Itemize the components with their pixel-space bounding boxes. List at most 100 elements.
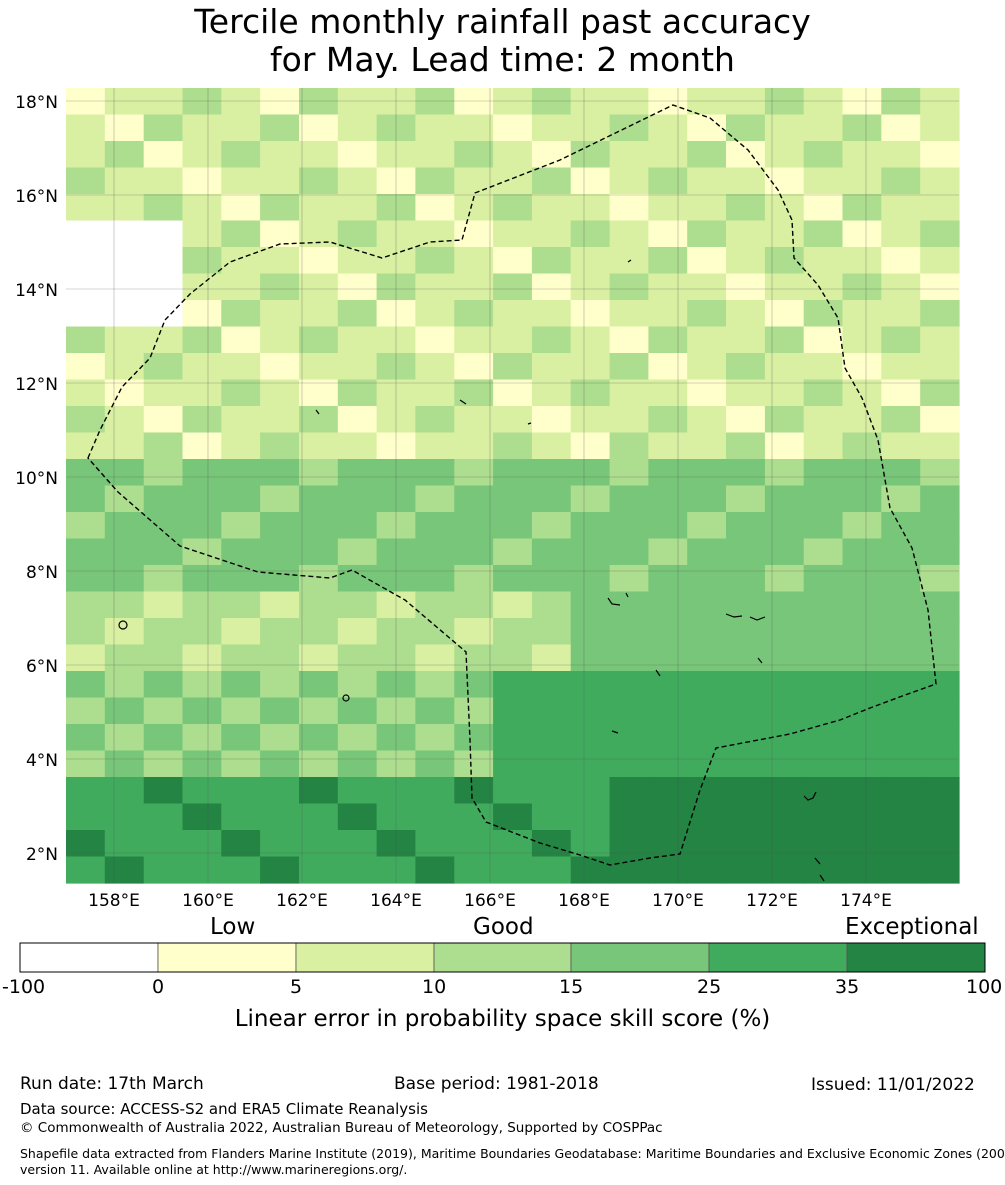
grid-cell — [648, 724, 688, 752]
grid-cell — [531, 432, 572, 460]
grid-cell — [648, 194, 688, 222]
grid-cell — [570, 247, 611, 275]
grid-cell — [260, 591, 300, 619]
grid-cell — [337, 777, 378, 805]
grid-cell — [260, 856, 300, 884]
grid-cell — [687, 432, 727, 460]
grid-cell — [493, 591, 533, 619]
grid-cell — [648, 856, 688, 884]
grid-cell — [764, 485, 805, 513]
grid-cell — [842, 220, 882, 248]
lat-label: 16°N — [15, 187, 58, 207]
grid-cell — [764, 830, 805, 858]
colorbar-tick: 35 — [835, 976, 860, 998]
grid-cell — [881, 591, 921, 619]
grid-cell — [454, 697, 494, 725]
grid-cell — [764, 432, 805, 460]
grid-cell — [454, 750, 494, 778]
grid-cell — [182, 167, 222, 195]
grid-cell — [337, 591, 378, 619]
grid-cell — [570, 724, 611, 752]
grid-cell — [221, 750, 261, 778]
grid-cell — [881, 406, 921, 434]
colorbar — [19, 942, 986, 973]
grid-cell — [803, 432, 844, 460]
grid-cell — [803, 697, 844, 725]
grid-cell — [803, 220, 844, 248]
grid-cell — [764, 88, 805, 116]
grid-cell — [415, 379, 455, 407]
grid-cell — [687, 538, 727, 566]
grid-cell — [803, 777, 844, 805]
grid-cell — [260, 114, 300, 142]
grid-cell — [415, 300, 455, 328]
grid-cell — [299, 830, 339, 858]
grid-cell — [493, 538, 533, 566]
grid-cell — [182, 114, 222, 142]
grid-cell — [66, 326, 106, 354]
lat-label: 12°N — [15, 375, 58, 395]
lat-label: 10°N — [15, 469, 58, 489]
grid-cell — [531, 750, 572, 778]
grid-cell — [687, 671, 727, 699]
grid-cell — [143, 618, 184, 646]
grid-cell — [337, 247, 378, 275]
grid-cell — [803, 273, 844, 301]
grid-cell — [221, 220, 261, 248]
grid-cell — [454, 485, 494, 513]
grid-cell — [609, 88, 649, 116]
grid-cell — [881, 114, 921, 142]
colorbar-label: Linear error in probability space skill … — [234, 1006, 771, 1032]
grid-cell — [104, 856, 145, 884]
grid-cell — [143, 459, 184, 487]
grid-cell — [881, 326, 921, 354]
grid-cell — [648, 167, 688, 195]
grid-cell — [104, 512, 145, 540]
grid-cell — [531, 141, 572, 169]
grid-cell — [104, 750, 145, 778]
grid-cell — [803, 300, 844, 328]
grid-cell — [803, 326, 844, 354]
graticule — [66, 88, 959, 883]
grid-cell — [104, 88, 145, 116]
grid-cell — [221, 273, 261, 301]
grid-cell — [764, 512, 805, 540]
grid-cell — [66, 406, 106, 434]
grid-cell — [687, 485, 727, 513]
grid-cell — [920, 591, 960, 619]
grid-cell — [531, 406, 572, 434]
grid-cell — [881, 247, 921, 275]
grid-cell — [570, 591, 611, 619]
grid-cell — [687, 512, 727, 540]
grid-cell — [337, 750, 378, 778]
grid-cell — [299, 697, 339, 725]
grid-cell — [415, 432, 455, 460]
grid-cell — [881, 803, 921, 831]
grid-cell — [454, 379, 494, 407]
grid-cell — [920, 777, 960, 805]
grid-cell — [415, 538, 455, 566]
grid-cell — [299, 618, 339, 646]
grid-cell — [493, 618, 533, 646]
grid-cell — [454, 326, 494, 354]
grid-cell — [920, 194, 960, 222]
grid-cell — [842, 618, 882, 646]
grid-cell — [104, 141, 145, 169]
grid-cell — [648, 247, 688, 275]
grid-cell — [182, 750, 222, 778]
grid-cell — [454, 644, 494, 672]
grid-cell — [609, 220, 649, 248]
grid-cell — [143, 220, 184, 248]
grid-cell — [260, 406, 300, 434]
grid-cell — [920, 830, 960, 858]
grid-cell — [337, 326, 378, 354]
grid-cell — [648, 830, 688, 858]
grid-cell — [842, 326, 882, 354]
grid-cell — [726, 618, 766, 646]
grid-cell — [609, 326, 649, 354]
grid-cell — [531, 777, 572, 805]
grid-cell — [842, 88, 882, 116]
grid-cell — [687, 830, 727, 858]
grid-cell — [454, 167, 494, 195]
grid-cell — [493, 300, 533, 328]
